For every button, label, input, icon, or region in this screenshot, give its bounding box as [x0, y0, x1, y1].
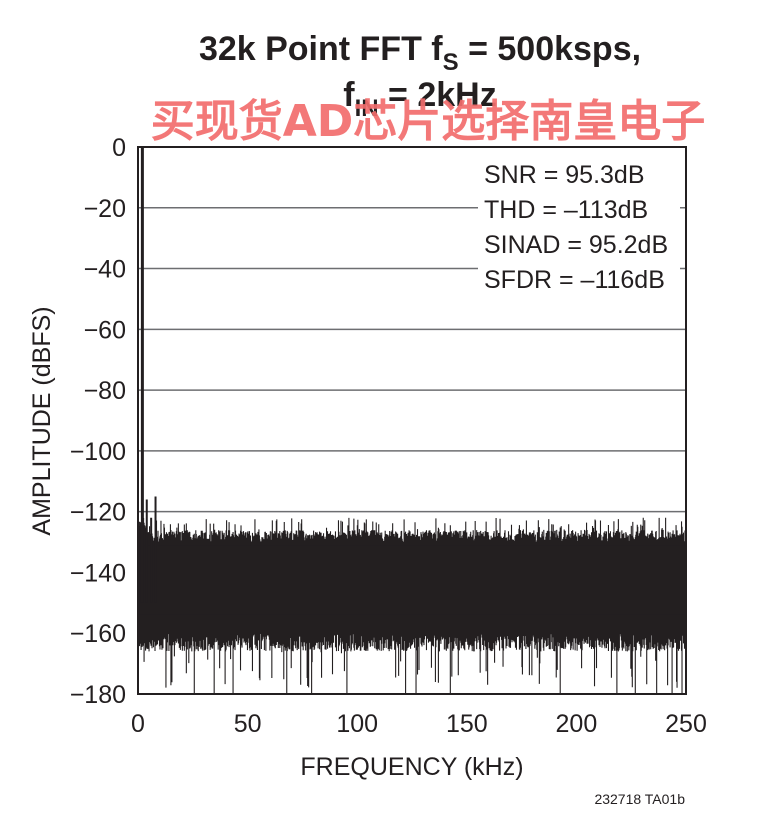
- x-tick-label: 100: [336, 710, 378, 738]
- plot-frame: [137, 146, 687, 695]
- y-tick-labels: 0 −20 −40 −60 −80 −100 −120 −140 −160 −180: [70, 134, 126, 709]
- y-tick-label: −40: [84, 256, 126, 284]
- chart-title-line2: fIN = 2kHz: [343, 76, 496, 122]
- annotation-snr: SNR = 95.3dB: [484, 161, 645, 189]
- annotation-thd: THD = –113dB: [484, 196, 648, 224]
- x-tick-label: 50: [234, 710, 262, 738]
- watermark-text: 买现货AD芯片选择南皇电子: [151, 96, 706, 147]
- chart-title-line1: 32k Point FFT fS = 500ksps,: [199, 30, 641, 76]
- annotation-sfdr: SFDR = –116dB: [484, 266, 665, 294]
- y-tick-label: −100: [70, 438, 126, 466]
- y-tick-label: −180: [70, 681, 126, 709]
- x-axis-label: FREQUENCY (kHz): [300, 753, 523, 781]
- x-tick-label: 0: [131, 710, 145, 738]
- x-tick-label: 250: [665, 710, 707, 738]
- x-tick-label: 150: [446, 710, 488, 738]
- x-tick-label: 200: [556, 710, 598, 738]
- y-tick-label: −140: [70, 559, 126, 587]
- figure-id: 232718 TA01b: [594, 791, 685, 807]
- y-tick-label: −80: [84, 377, 126, 405]
- y-tick-label: 0: [112, 134, 126, 162]
- y-tick-label: −120: [70, 499, 126, 527]
- annotation-sinad: SINAD = 95.2dB: [484, 231, 668, 259]
- signal-spikes: [140, 147, 157, 603]
- noise-floor-band: [139, 545, 686, 615]
- y-axis-label: AMPLITUDE (dBFS): [28, 306, 56, 535]
- y-tick-label: −20: [84, 195, 126, 223]
- y-tick-label: −160: [70, 620, 126, 648]
- y-tick-label: −60: [84, 316, 126, 344]
- noise-floor-series: [138, 517, 687, 694]
- x-tick-labels: 0 50 100 150 200 250: [131, 710, 707, 738]
- stats-box-background: [478, 154, 680, 298]
